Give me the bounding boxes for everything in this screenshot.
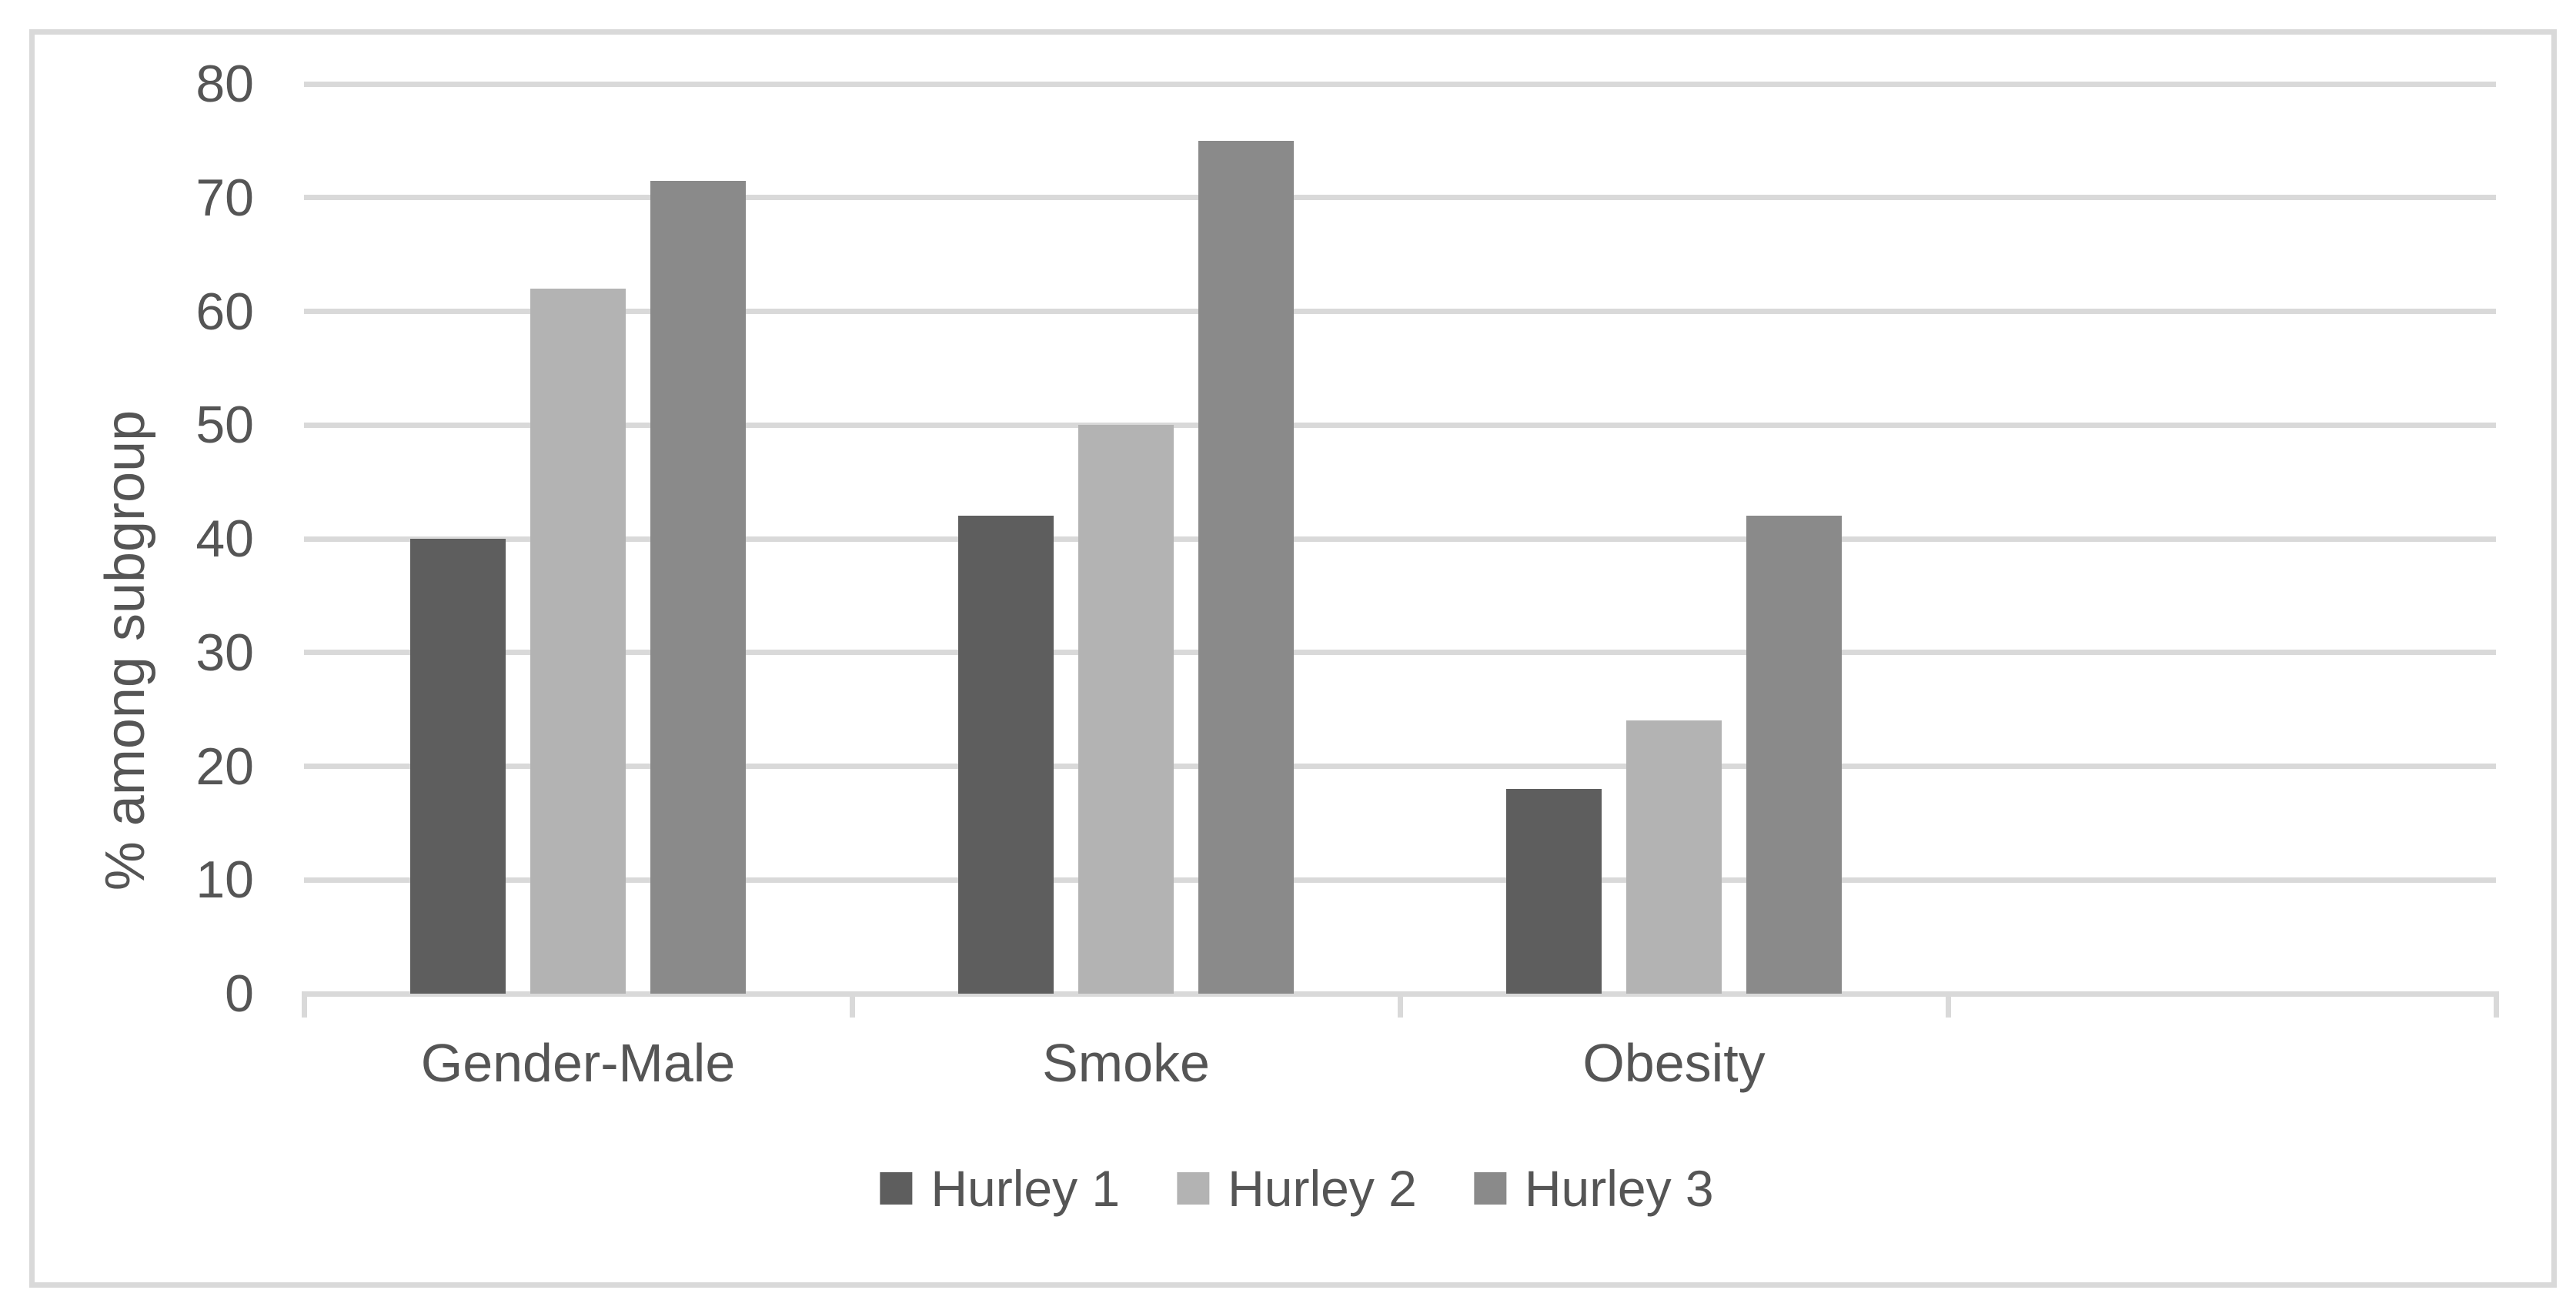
y-tick-label-20: 20 bbox=[195, 737, 254, 796]
y-tick-label-70: 70 bbox=[195, 168, 254, 227]
bar-hurley-2-gender-male bbox=[530, 288, 626, 994]
bar-hurley-3-obesity bbox=[1746, 516, 1842, 994]
gridline-80 bbox=[304, 81, 2496, 87]
bar-hurley-1-obesity bbox=[1506, 789, 1602, 994]
x-axis-tick bbox=[2493, 991, 2499, 1018]
legend-swatch-hurley-2 bbox=[1177, 1172, 1210, 1205]
y-tick-label-60: 60 bbox=[195, 282, 254, 341]
bar-hurley-3-gender-male bbox=[650, 180, 746, 994]
gridline-50 bbox=[304, 422, 2496, 428]
legend-item-hurley-3: Hurley 3 bbox=[1473, 1159, 1714, 1218]
legend-swatch-hurley-3 bbox=[1473, 1172, 1506, 1205]
y-tick-label-10: 10 bbox=[195, 850, 254, 910]
category-label-gender-male: Gender-Male bbox=[420, 1033, 736, 1093]
gridline-30 bbox=[304, 650, 2496, 656]
bar-hurley-1-gender-male bbox=[410, 539, 506, 994]
x-axis-tick bbox=[849, 991, 855, 1018]
gridline-70 bbox=[304, 195, 2496, 201]
x-axis-tick bbox=[301, 991, 307, 1018]
legend-label: Hurley 1 bbox=[931, 1160, 1121, 1217]
y-tick-label-50: 50 bbox=[195, 396, 254, 455]
x-axis-tick bbox=[1945, 991, 1951, 1018]
bar-hurley-3-smoke bbox=[1198, 140, 1294, 994]
legend: Hurley 1 Hurley 2 Hurley 3 bbox=[880, 1159, 1714, 1218]
gridline-20 bbox=[304, 764, 2496, 769]
y-tick-label-40: 40 bbox=[195, 510, 254, 568]
gridline-40 bbox=[304, 536, 2496, 542]
legend-label: Hurley 3 bbox=[1524, 1160, 1714, 1217]
bar-hurley-1-smoke bbox=[958, 516, 1054, 994]
x-axis-tick bbox=[1397, 991, 1403, 1018]
gridline-10 bbox=[304, 877, 2496, 883]
category-label-obesity: Obesity bbox=[1582, 1033, 1766, 1093]
legend-item-hurley-2: Hurley 2 bbox=[1177, 1159, 1417, 1218]
y-tick-label-0: 0 bbox=[225, 964, 254, 1023]
legend-item-hurley-1: Hurley 1 bbox=[880, 1159, 1120, 1218]
legend-label: Hurley 2 bbox=[1228, 1160, 1417, 1217]
y-tick-label-30: 30 bbox=[195, 623, 254, 682]
bar-hurley-2-smoke bbox=[1078, 425, 1174, 994]
bar-hurley-2-obesity bbox=[1626, 720, 1722, 994]
gridline-60 bbox=[304, 309, 2496, 314]
category-label-smoke: Smoke bbox=[1042, 1033, 1210, 1093]
legend-swatch-hurley-1 bbox=[880, 1172, 913, 1205]
y-tick-label-80: 80 bbox=[195, 55, 254, 113]
